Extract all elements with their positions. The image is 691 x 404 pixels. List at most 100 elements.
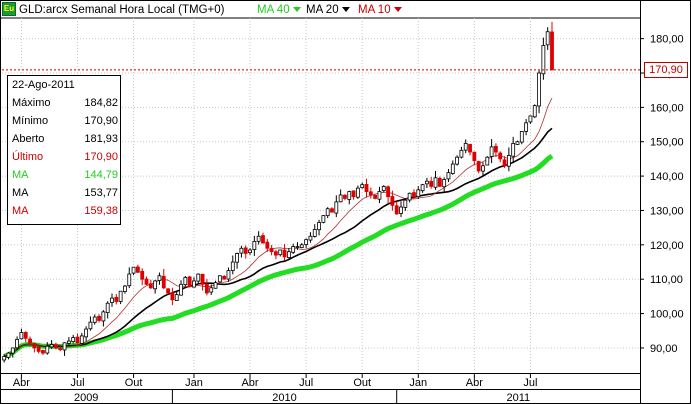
candle-body	[429, 180, 434, 187]
candle-body	[114, 296, 119, 302]
candle-body	[10, 347, 15, 354]
candle-body	[317, 222, 321, 231]
candle-body	[519, 131, 524, 143]
candle-body	[550, 31, 554, 71]
y-tick-label: 180,00	[650, 34, 684, 46]
ohlc-row: Máximo 184,82	[12, 97, 118, 115]
candle-body	[537, 72, 541, 107]
candle-body	[217, 275, 222, 283]
candle-body	[446, 172, 451, 180]
ohlc-value: 153,77	[84, 187, 118, 199]
x-tick-label: Out	[125, 377, 143, 389]
ma40-line	[3, 153, 554, 359]
candle-body	[399, 206, 403, 214]
candle-body	[347, 191, 352, 200]
ohlc-date: 22-Ago-2011	[12, 79, 75, 91]
candle-body	[265, 241, 270, 249]
candle-body	[515, 141, 520, 145]
logo-text: Eu	[3, 4, 15, 13]
candle-body	[243, 247, 248, 254]
candle-body	[153, 280, 158, 290]
candle-body	[123, 285, 127, 292]
candle-body	[88, 321, 93, 330]
indicator-ma20[interactable]: MA 20	[306, 2, 350, 18]
indicator-ma40-label: MA 40	[257, 4, 290, 16]
ohlc-row: Aberto 181,93	[12, 133, 118, 151]
ohlc-label: MA	[12, 187, 29, 199]
x-tick-label: Jul	[523, 377, 537, 389]
y-tick-label: 110,00	[650, 274, 683, 286]
candle-body	[252, 240, 257, 250]
x-tick-label: Jan	[409, 377, 427, 389]
candle-body	[481, 165, 485, 172]
candle-body	[58, 348, 63, 351]
candle-body	[213, 282, 218, 289]
candle-body	[506, 155, 511, 167]
candle-body	[308, 235, 313, 241]
candle-body	[161, 275, 166, 289]
candle-body	[485, 156, 490, 166]
candle-body	[200, 273, 205, 285]
candle-body	[373, 194, 378, 199]
x-tick-label: Abr	[241, 377, 258, 389]
candle-body	[386, 186, 390, 198]
candle-body	[118, 290, 123, 302]
ohlc-value: 181,93	[84, 133, 118, 145]
candle-body	[407, 192, 412, 201]
candle-body	[84, 328, 89, 338]
candle-body	[390, 196, 395, 206]
candle-body	[299, 244, 304, 248]
candle-body	[6, 352, 11, 358]
candle-body	[131, 266, 136, 274]
y-tick-label: 160,00	[650, 102, 684, 114]
candle-body	[183, 277, 188, 286]
candle-body	[420, 184, 425, 192]
app-logo: Eu	[2, 2, 16, 16]
candle-body	[368, 191, 373, 196]
indicator-ma40[interactable]: MA 40	[257, 2, 301, 18]
y-tick-label: 140,00	[650, 171, 684, 183]
candle-body	[472, 151, 477, 162]
candle-body	[239, 247, 244, 254]
candle-body	[502, 159, 507, 167]
candle-body	[416, 189, 421, 198]
candle-body	[110, 297, 114, 303]
candle-body	[394, 205, 399, 215]
ohlc-value: 184,82	[84, 97, 118, 109]
candle-body	[442, 179, 447, 188]
x-tick-label: Jan	[185, 377, 203, 389]
candle-body	[209, 287, 214, 293]
candle-body	[321, 215, 326, 223]
candle-body	[79, 335, 84, 344]
indicator-ma10[interactable]: MA 10	[358, 2, 402, 18]
ohlc-label: MA	[12, 169, 29, 181]
candle-body	[49, 344, 54, 348]
candle-body	[433, 177, 438, 188]
candle-body	[45, 345, 50, 354]
candle-body	[28, 338, 32, 344]
candle-body	[468, 143, 472, 153]
candle-body	[282, 249, 287, 258]
candle-body	[222, 276, 227, 280]
candle-body	[334, 201, 339, 214]
candle-body	[355, 187, 360, 198]
x-tick-label: Jul	[299, 377, 313, 389]
candle-body	[278, 249, 283, 256]
y-tick-label: 150,00	[650, 137, 684, 149]
dropdown-arrow-icon	[393, 7, 402, 13]
candle-body	[2, 356, 7, 361]
dropdown-arrow-icon	[341, 7, 350, 13]
candle-body	[248, 249, 252, 254]
candle-body	[494, 145, 498, 153]
candle-body	[179, 283, 183, 296]
candle-body	[54, 344, 58, 349]
x-tick-label: Jul	[70, 377, 84, 389]
candle-body	[23, 332, 28, 339]
candle-body	[403, 199, 408, 208]
candle-body	[360, 184, 365, 189]
candle-body	[476, 161, 481, 172]
candle-body	[71, 337, 76, 343]
ohlc-label: MA	[12, 205, 29, 217]
x-tick-label: Out	[353, 377, 371, 389]
